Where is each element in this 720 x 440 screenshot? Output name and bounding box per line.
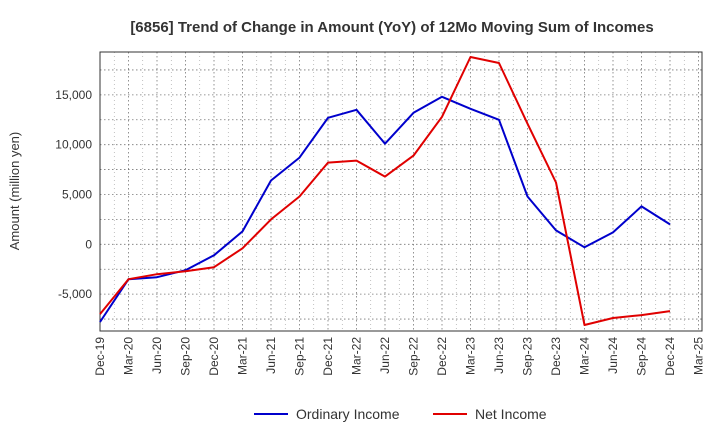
plot-frame — [99, 51, 703, 332]
x-tick-label: Dec-20 — [207, 337, 221, 376]
grid-layer — [100, 52, 702, 331]
x-tick-label: Dec-23 — [549, 337, 563, 376]
x-tick-label: Sep-22 — [407, 337, 421, 376]
x-tick-label: Sep-24 — [635, 337, 649, 376]
series-line-net-income — [99, 56, 671, 326]
x-tick-label: Mar-25 — [692, 337, 706, 375]
y-tick-labels: -5,000 0 5,000 10,000 15,000 — [55, 88, 92, 301]
x-tick-label: Sep-20 — [179, 337, 193, 376]
x-tick-label: Dec-22 — [435, 337, 449, 376]
x-tick-label: Jun-23 — [492, 337, 506, 374]
legend-ordinary-income-label: Ordinary Income — [296, 406, 400, 422]
x-tick-label: Mar-23 — [464, 337, 478, 375]
series-layer — [99, 56, 671, 326]
y-axis-label: Amount (million yen) — [7, 132, 22, 251]
plot-area — [100, 52, 702, 331]
y-tick-label: 15,000 — [55, 88, 92, 102]
y-tick-label: 0 — [85, 237, 92, 251]
x-tick-label: Mar-20 — [122, 337, 136, 375]
x-tick-labels: Dec-19 Mar-20 Jun-20 Sep-20 Dec-20 Mar-21 Jun-… — [93, 337, 706, 376]
y-tick-label: 10,000 — [55, 138, 92, 152]
x-tick-label: Sep-23 — [521, 337, 535, 376]
legend: Ordinary Income Net Income — [254, 406, 547, 422]
chart-title: [6856] Trend of Change in Amount (YoY) o… — [130, 19, 653, 36]
y-tick-label: 5,000 — [62, 187, 92, 201]
series-line-ordinary-income — [99, 95, 671, 323]
x-tick-label: Dec-21 — [321, 337, 335, 376]
x-tick-label: Jun-24 — [606, 337, 620, 374]
x-tick-label: Jun-20 — [150, 337, 164, 374]
x-tick-label: Sep-21 — [293, 337, 307, 376]
x-tick-label: Dec-24 — [663, 337, 677, 376]
legend-net-income-label: Net Income — [475, 406, 547, 422]
x-tick-label: Mar-21 — [236, 337, 250, 375]
x-tick-label: Mar-22 — [350, 337, 364, 375]
x-tick-label: Jun-21 — [264, 337, 278, 374]
x-tick-label: Mar-24 — [578, 337, 592, 375]
y-tick-label: -5,000 — [58, 287, 92, 301]
x-tick-label: Jun-22 — [378, 337, 392, 374]
x-tick-label: Dec-19 — [93, 337, 107, 376]
